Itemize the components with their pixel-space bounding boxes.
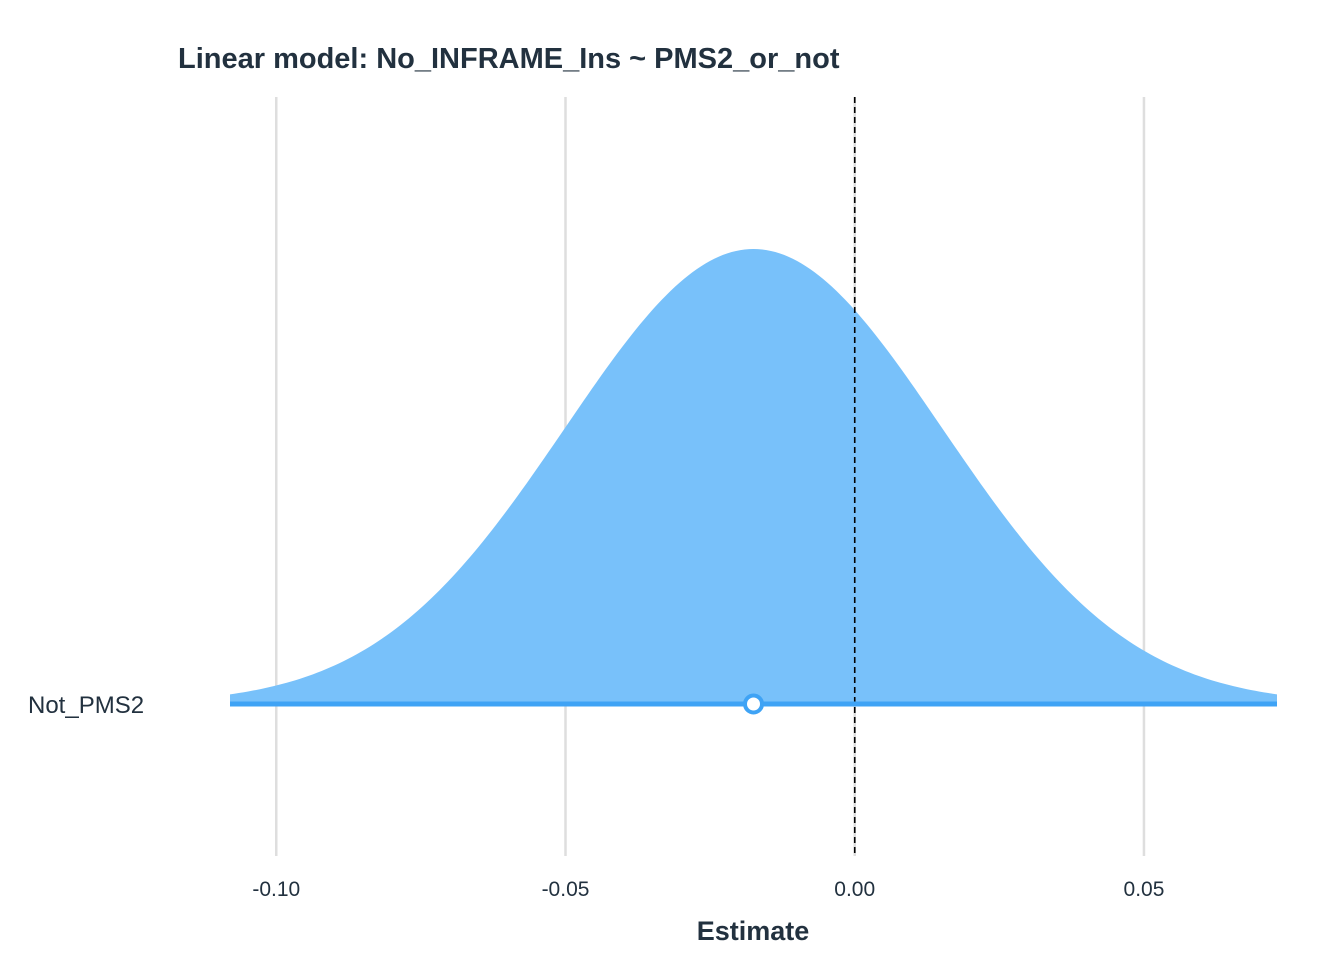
- estimate-layer: [230, 693, 1277, 715]
- x-tick-label-0: -0.10: [252, 878, 300, 901]
- y-category-label-0: Not_PMS2: [28, 692, 144, 719]
- x-tick-label-3: 0.05: [1124, 878, 1165, 901]
- x-axis-title: Estimate: [697, 916, 810, 946]
- density-area-0: [230, 249, 1277, 704]
- x-tick-labels: -0.10 -0.05 0.00 0.05: [252, 878, 1164, 901]
- density-layer: [230, 249, 1277, 704]
- x-tick-label-2: 0.00: [834, 878, 875, 901]
- chart-title: Linear model: No_INFRAME_Ins ~ PMS2_or_n…: [178, 43, 840, 75]
- estimate-point-0: [743, 693, 764, 715]
- x-tick-label-1: -0.05: [542, 878, 590, 901]
- y-category-labels: Not_PMS2: [28, 692, 144, 719]
